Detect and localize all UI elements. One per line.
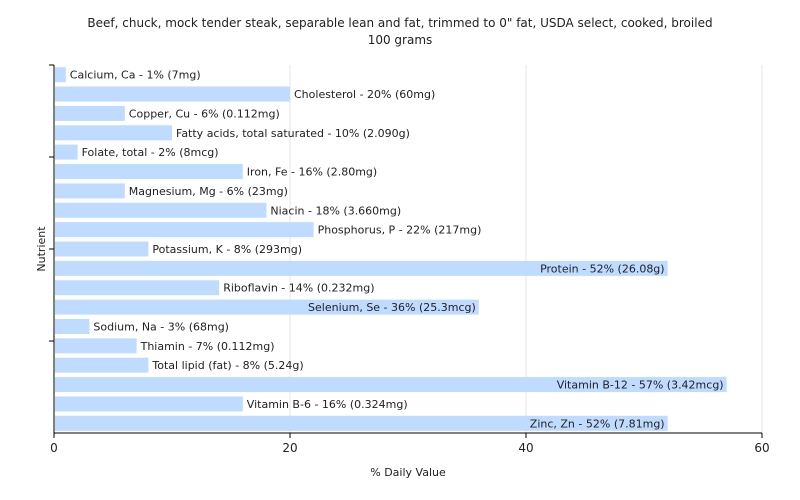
bar	[55, 67, 66, 83]
x-tick-label: 60	[754, 441, 769, 455]
bar	[55, 164, 243, 180]
bar-label: Sodium, Na - 3% (68mg)	[93, 320, 229, 333]
bar	[55, 357, 149, 373]
bar	[55, 125, 172, 141]
x-tick-label: 20	[282, 441, 297, 455]
bar-label: Folate, total - 2% (8mcg)	[82, 146, 219, 159]
x-tick-label: 40	[518, 441, 533, 455]
bar-label: Protein - 52% (26.08g)	[540, 262, 665, 275]
bar-label: Thiamin - 7% (0.112mg)	[140, 340, 275, 353]
bar	[55, 338, 137, 354]
bar	[55, 299, 479, 315]
bar-label: Total lipid (fat) - 8% (5.24g)	[151, 359, 303, 372]
bar	[55, 377, 727, 393]
bar	[55, 144, 78, 160]
x-axis-title: % Daily Value	[370, 466, 446, 479]
bar	[55, 86, 290, 102]
bar-label: Calcium, Ca - 1% (7mg)	[70, 69, 201, 82]
bar	[55, 318, 90, 334]
bar	[55, 105, 125, 121]
bar-label: Potassium, K - 8% (293mg)	[152, 243, 302, 256]
bar-label: Magnesium, Mg - 6% (23mg)	[129, 185, 288, 198]
bar	[55, 241, 149, 257]
bar-label: Zinc, Zn - 52% (7.81mg)	[530, 417, 665, 430]
bar	[55, 202, 267, 218]
bar	[55, 260, 668, 276]
bar-label: Copper, Cu - 6% (0.112mg)	[129, 107, 280, 120]
chart-subtitle: 100 grams	[367, 33, 433, 47]
bar	[55, 396, 243, 412]
bar-label: Riboflavin - 14% (0.232mg)	[223, 282, 374, 295]
bar-label: Iron, Fe - 16% (2.80mg)	[247, 166, 377, 179]
y-axis-title: Nutrient	[35, 226, 48, 272]
bar-label: Niacin - 18% (3.660mg)	[270, 204, 401, 217]
bar-label: Fatty acids, total saturated - 10% (2.09…	[176, 127, 410, 140]
bar-label: Cholesterol - 20% (60mg)	[294, 88, 435, 101]
bar	[55, 415, 668, 431]
bar-label: Vitamin B-6 - 16% (0.324mg)	[247, 398, 408, 411]
bar-label: Selenium, Se - 36% (25.3mcg)	[308, 301, 476, 314]
chart-title: Beef, chuck, mock tender steak, separabl…	[87, 16, 713, 30]
bar	[55, 222, 314, 238]
x-tick-label: 0	[50, 441, 58, 455]
bar	[55, 280, 220, 296]
bar	[55, 183, 125, 199]
bar-label: Vitamin B-12 - 57% (3.42mcg)	[557, 379, 724, 392]
bar-label: Phosphorus, P - 22% (217mg)	[318, 224, 482, 237]
